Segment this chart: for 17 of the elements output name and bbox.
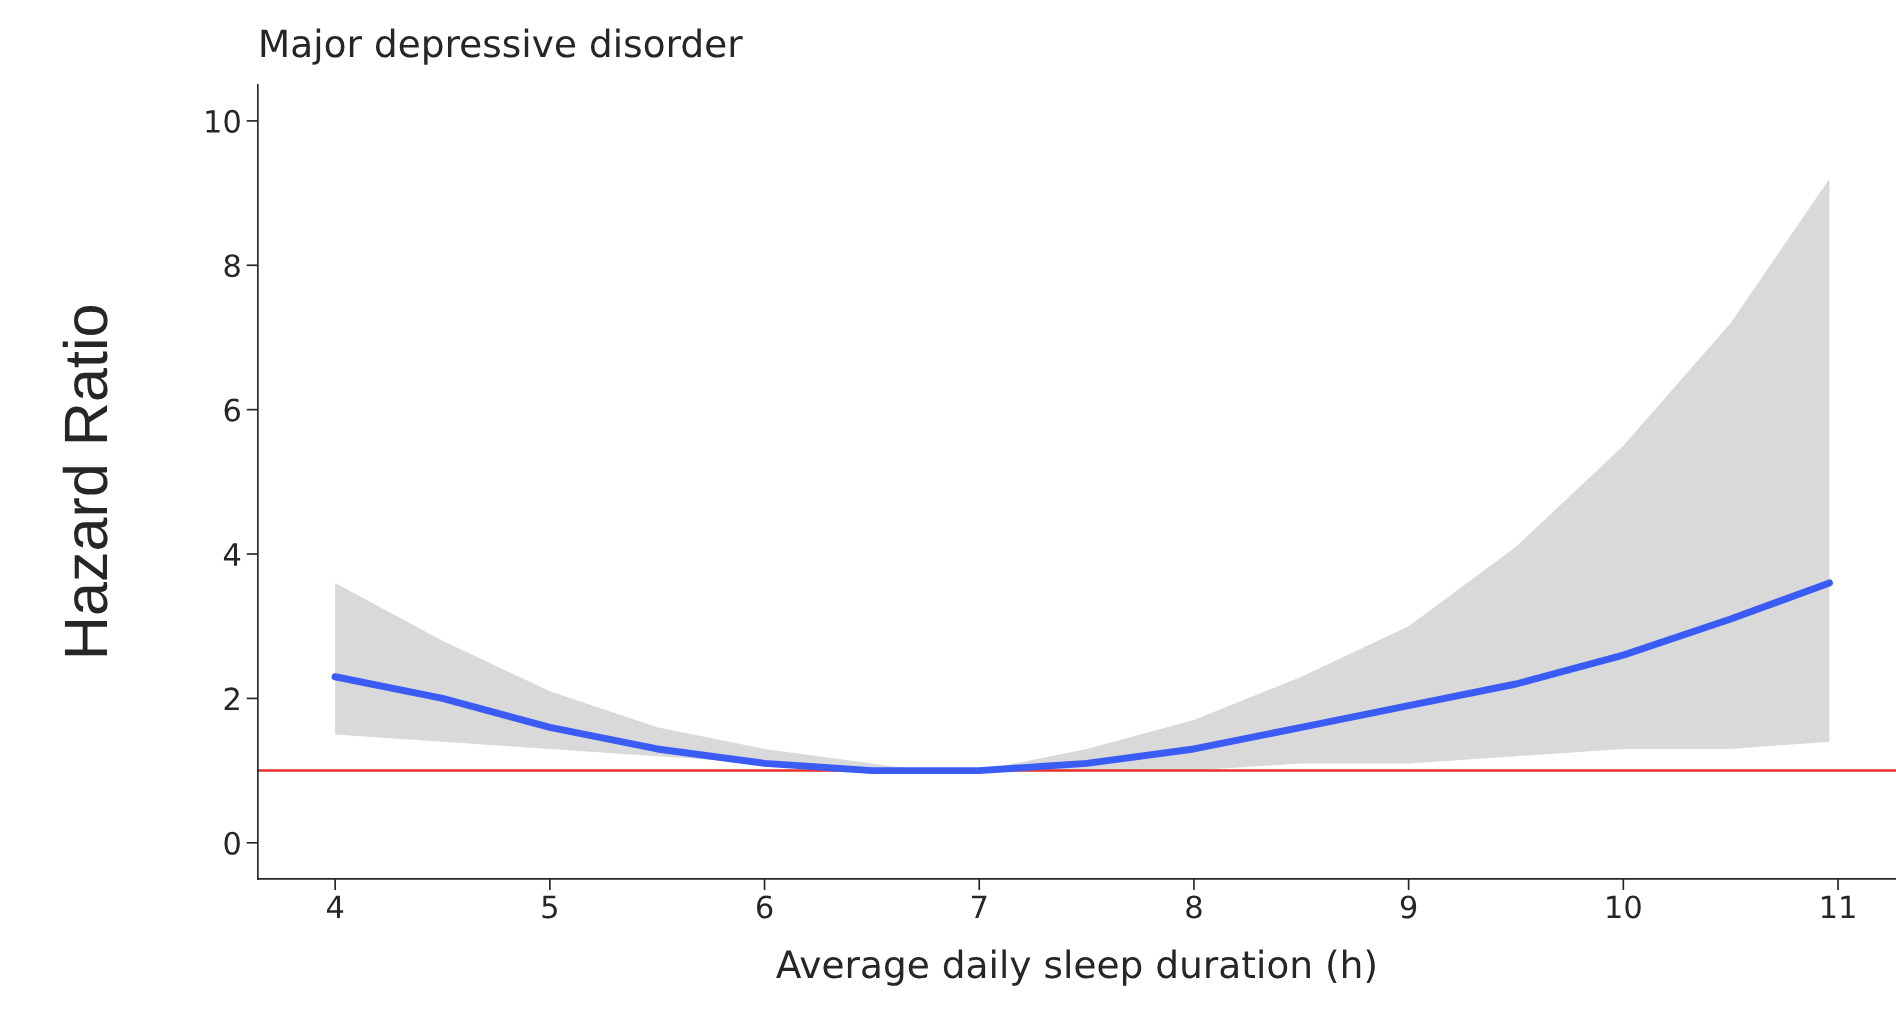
x-tick-label: 9	[1400, 895, 1417, 919]
x-tick-label: 4	[326, 895, 344, 919]
y-tick-label: 0	[224, 831, 240, 855]
x-tick-label: 6	[756, 895, 773, 919]
x-tick-label: 10	[1607, 895, 1641, 919]
chart-title: Major depressive disorder	[261, 28, 743, 65]
y-tick-label: 6	[224, 398, 240, 422]
x-tick-label: 5	[542, 895, 557, 919]
y-tick-label: 10	[206, 109, 240, 133]
x-axis-title: Average daily sleep duration (h)	[776, 949, 1375, 986]
y-tick-label: 4	[223, 543, 241, 566]
x-tick-label: 11	[1821, 895, 1855, 919]
y-tick-label: 2	[224, 687, 239, 711]
x-tick-label: 7	[972, 895, 987, 919]
x-tick-label: 8	[1186, 895, 1202, 919]
y-tick-label: 8	[224, 254, 240, 278]
y-axis-title: Hazard Ratio	[62, 306, 108, 656]
